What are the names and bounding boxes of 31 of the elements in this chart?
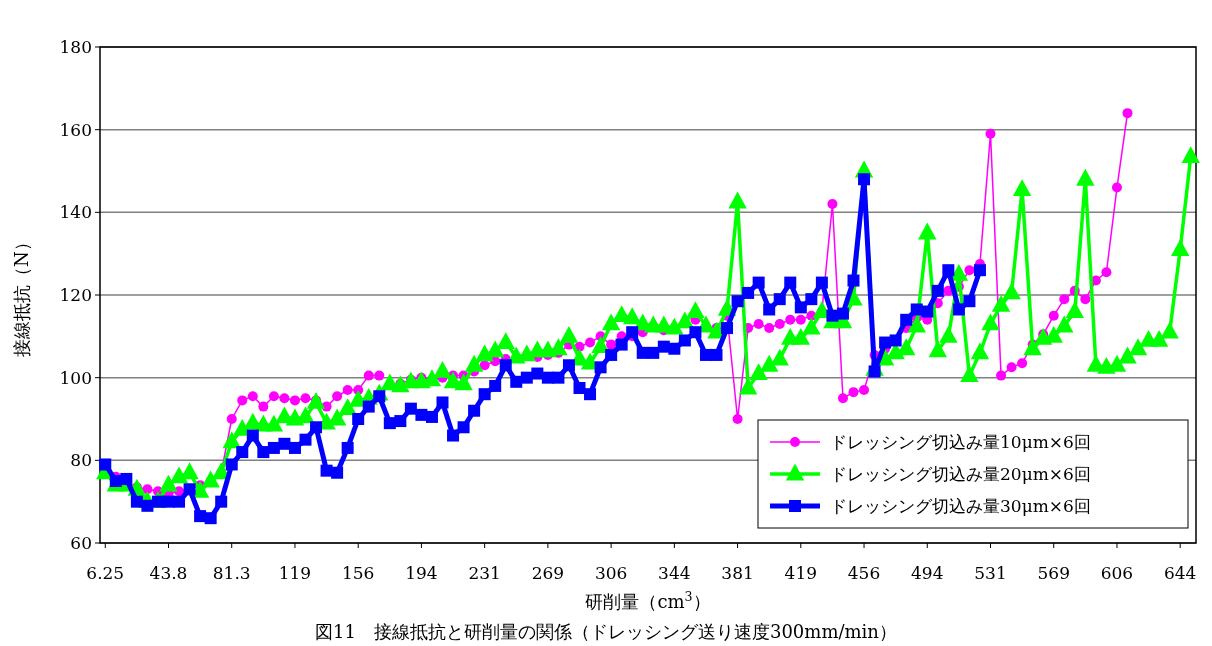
y-tick-label: 80 — [70, 450, 92, 471]
x-tick-label: 606 — [1100, 563, 1134, 583]
x-tick-label: 269 — [531, 563, 565, 583]
x-tick-label: 306 — [594, 563, 628, 583]
y-axis-title: 接線抵抗（N） — [11, 233, 32, 357]
x-tick-label: 494 — [911, 563, 944, 583]
legend-label: ドレッシング切込み量30μm×6回 — [830, 496, 1091, 516]
x-tick-label: 194 — [405, 563, 438, 583]
text: 図11 接線抵抗と研削量の関係（ドレッシング送り速度300mm/min） — [315, 621, 897, 642]
y-tick-label: 100 — [59, 367, 92, 388]
x-tick-label: 119 — [278, 563, 312, 583]
x-tick-label: 531 — [974, 563, 1007, 583]
x-tick-label: 344 — [658, 563, 691, 583]
x-tick-label: 156 — [341, 563, 375, 583]
legend-label: ドレッシング切込み量10μm×6回 — [830, 432, 1091, 452]
x-tick-label: 81.3 — [212, 563, 251, 583]
x-tick-label: 644 — [1163, 563, 1197, 583]
y-tick-label: 140 — [59, 202, 92, 223]
x-tick-label: 43.8 — [149, 563, 188, 583]
x-tick-label: 231 — [468, 563, 501, 583]
x-tick-label: 419 — [784, 563, 818, 583]
x-tick-label: 381 — [721, 563, 754, 583]
y-tick-label: 120 — [59, 285, 92, 305]
x-axis-title: 研削量（cm$^{3}$） — [585, 588, 711, 612]
y-tick-label: 180 — [59, 37, 92, 57]
legend-label: ドレッシング切込み量20μm×6回 — [830, 464, 1091, 484]
y-tick-label: 60 — [70, 533, 92, 553]
x-tick-label: 6.25 — [86, 563, 125, 583]
x-tick-label: 569 — [1037, 563, 1070, 583]
x-tick-label: 456 — [847, 563, 881, 583]
y-tick-label: 160 — [59, 119, 92, 140]
